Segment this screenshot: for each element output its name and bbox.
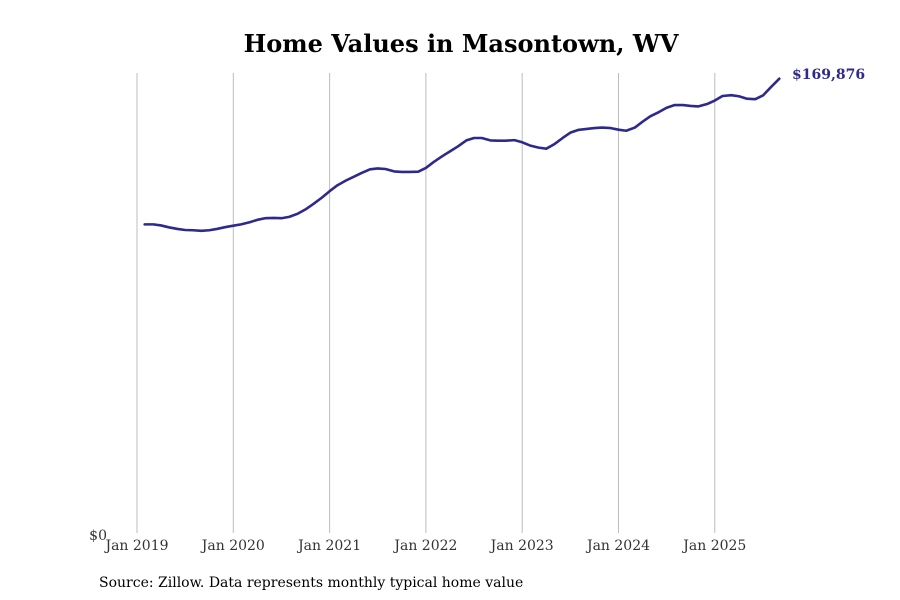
x-tick-label-2024: Jan 2024 (585, 538, 650, 554)
x-tick-label-2025: Jan 2025 (681, 538, 746, 554)
source-note: Source: Zillow. Data represents monthly … (99, 575, 523, 591)
y-axis-zero-label: $0 (89, 528, 107, 544)
x-tick-label-2023: Jan 2023 (489, 538, 554, 554)
series-line-0 (143, 77, 781, 233)
x-tick-label-2020: Jan 2020 (200, 538, 265, 554)
end-value-label: $169,876 (792, 67, 865, 83)
series-layer (143, 77, 781, 233)
x-tick-label-2022: Jan 2022 (392, 538, 457, 554)
x-axis-tick-labels: Jan 2019 Jan 2020 Jan 2021 Jan 2022 Jan 2023… (103, 538, 746, 554)
x-tick-label-2021: Jan 2021 (296, 538, 361, 554)
x-tick-label-2019: Jan 2019 (103, 538, 168, 554)
chart-title: Home Values in Masontown, WV (244, 29, 679, 58)
vertical-gridlines (136, 73, 716, 533)
